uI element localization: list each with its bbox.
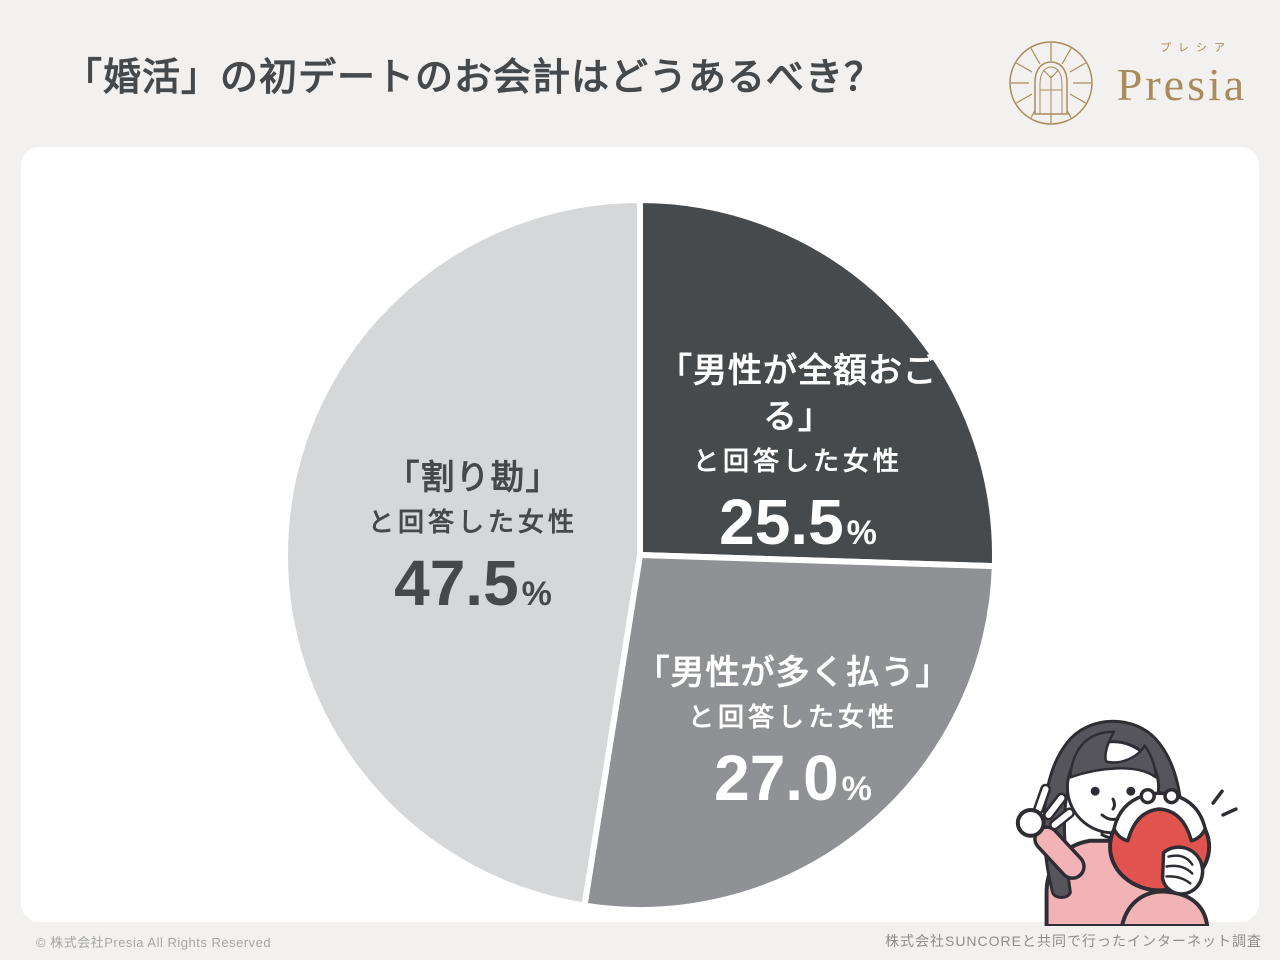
percent-sign: % <box>841 770 872 808</box>
presia-name: Presia <box>1116 59 1248 110</box>
presia-logotype: プレシア Presia <box>1102 40 1262 128</box>
presia-furigana: プレシア <box>1160 42 1232 54</box>
slice-label-line1: 「割り勘」 <box>385 459 561 497</box>
slice-label-line1: 「男性が多く払う」 <box>635 654 951 692</box>
percent-sign: % <box>521 575 552 613</box>
pie-label-man-pays-all: 「男性が全額おごる」 と回答した女性 25.5% <box>633 348 963 570</box>
percent-sign: % <box>846 514 877 552</box>
survey-source-text: 株式会社SUNCOREと共同で行ったインターネット調査 <box>884 933 1262 949</box>
presia-emblem-icon <box>1009 41 1093 125</box>
slice-label-line2: と回答した女性 <box>692 446 903 476</box>
slice-value: 47.5% <box>394 547 552 619</box>
pie-slice <box>581 551 998 913</box>
pie-chart <box>282 196 998 913</box>
pie-label-split-bill: 「割り勘」 と回答した女性 47.5% <box>318 455 628 631</box>
copyright-text: © 株式会社Presia All Rights Reserved <box>36 935 272 950</box>
slice-value: 27.0% <box>714 742 872 814</box>
pie-label-man-pays-more: 「男性が多く払う」 と回答した女性 27.0% <box>628 650 958 826</box>
slice-label-line2: と回答した女性 <box>367 507 578 537</box>
pie-slice <box>637 196 998 570</box>
slice-label-line1: 「男性が全額おごる」 <box>658 352 938 436</box>
pie-slice <box>282 196 643 910</box>
presia-logo: プレシア Presia <box>1006 38 1262 130</box>
slice-label-line2: と回答した女性 <box>687 702 898 732</box>
woman-with-coin-purse-illustration <box>1015 719 1238 926</box>
slice-value: 25.5% <box>719 486 877 558</box>
page-title: 「婚活」の初デートのお会計はどうあるべき？ <box>64 57 884 99</box>
